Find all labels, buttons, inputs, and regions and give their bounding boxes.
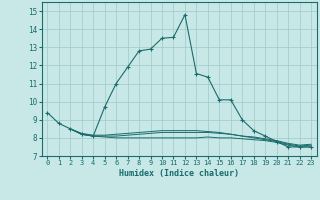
X-axis label: Humidex (Indice chaleur): Humidex (Indice chaleur) (119, 169, 239, 178)
